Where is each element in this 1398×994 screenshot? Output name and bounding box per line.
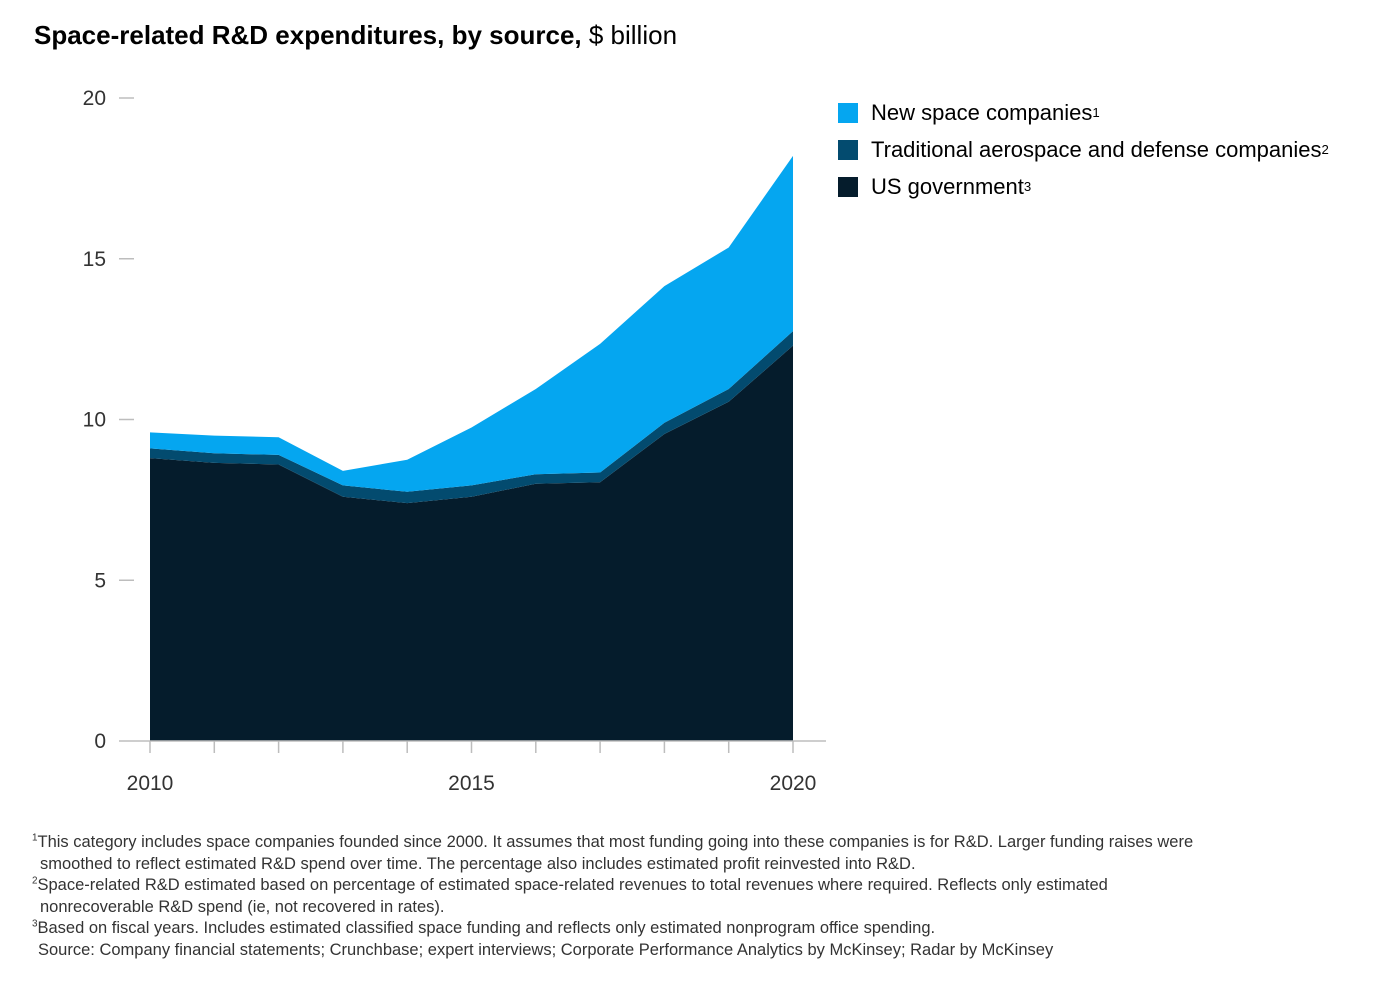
footnote-3: 3Based on fiscal years. Includes estimat… (32, 918, 1382, 940)
chart-title-main: Space-related R&D expenditures, by sourc… (34, 20, 582, 50)
area-us-government (150, 345, 793, 741)
axes-group: 0 5 10 15 20 2010 2015 2020 (83, 87, 826, 795)
footnote-3-sup: 3 (32, 918, 38, 930)
x-tick-label: 2010 (127, 772, 174, 795)
footnotes: 1This category includes space companies … (32, 832, 1382, 961)
legend-swatch-new-space (838, 102, 858, 123)
y-tick-label: 20 (83, 87, 106, 110)
footnote-2-cont: nonrecoverable R&D spend (ie, not recove… (40, 897, 445, 916)
source-note: Source: Company financial statements; Cr… (38, 940, 1054, 959)
x-tick-label: 2015 (448, 772, 495, 795)
legend-item-new-space: New space companies 1 (838, 94, 1329, 131)
legend-swatch-us-government (838, 176, 858, 197)
legend-label-traditional: Traditional aerospace and defense compan… (871, 136, 1322, 162)
footnote-2-line-1: Space-related R&D estimated based on per… (37, 876, 1108, 894)
footnote-1-cont: smoothed to reflect estimated R&D spend … (40, 854, 916, 873)
legend-label-us-government: US government (871, 173, 1024, 199)
footnote-3-line-1: Based on fiscal years. Includes estimate… (37, 919, 936, 937)
legend-label-new-space: New space companies (871, 99, 1093, 125)
chart-title-unit: $ billion (588, 20, 678, 50)
legend-item-traditional: Traditional aerospace and defense compan… (838, 131, 1329, 168)
footnote-1-line-1: This category includes space companies f… (37, 833, 1194, 851)
y-tick-label: 5 (94, 569, 106, 592)
legend-item-us-government: US government 3 (838, 168, 1329, 205)
area-series-group (150, 155, 793, 741)
legend-swatch-traditional (838, 139, 858, 160)
area-new-space-companies (150, 155, 793, 492)
y-tick-label: 15 (83, 248, 106, 271)
footnote-1-sup: 1 (32, 832, 38, 844)
legend: New space companies 1 Traditional aerospa… (838, 94, 1329, 205)
y-tick-label: 0 (94, 730, 106, 753)
footnote-1: 1This category includes space companies … (32, 832, 1382, 854)
x-tick-label: 2020 (770, 772, 817, 795)
y-tick-label: 10 (83, 409, 106, 432)
footnote-2: 2Space-related R&D estimated based on pe… (32, 875, 1382, 897)
footnote-2-sup: 2 (32, 875, 38, 887)
chart-title: Space-related R&D expenditures, by sourc… (34, 20, 677, 51)
